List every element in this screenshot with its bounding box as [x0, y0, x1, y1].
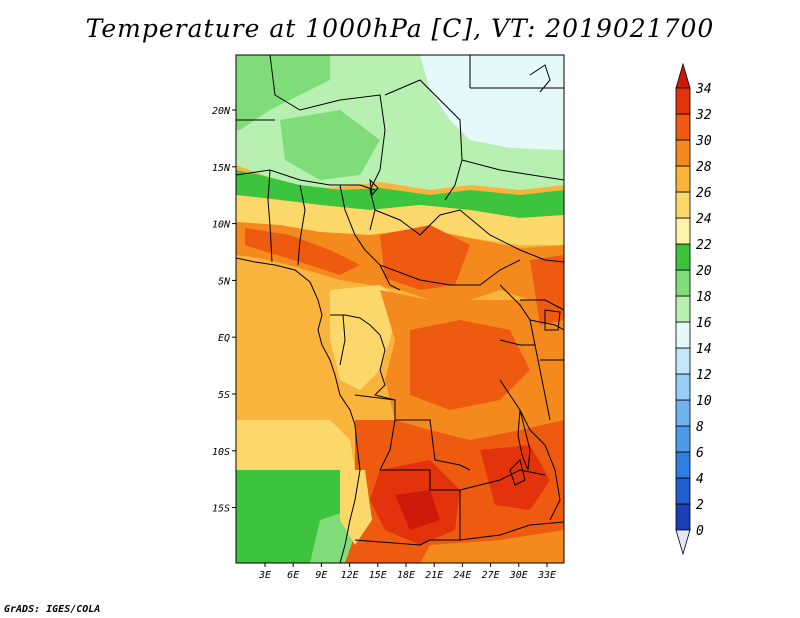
colorbar-label: 12	[696, 368, 712, 383]
colorbar-swatch	[675, 113, 691, 141]
colorbar-swatch	[675, 347, 691, 375]
colorbar-swatch	[675, 243, 691, 271]
colorbar-label: 28	[696, 160, 712, 175]
lon-axis: 3E 6E 9E 12E 15E 18E 21E 24E 27E 30E 33E	[258, 563, 556, 581]
lon-tick-label: 3E	[258, 570, 271, 581]
colorbar-swatch	[675, 503, 691, 531]
lat-tick-label: 10N	[212, 220, 231, 231]
grads-credit: GrADS: IGES/COLA	[4, 604, 101, 615]
lon-tick-label: 12E	[341, 570, 359, 581]
colorbar-swatch	[675, 87, 691, 115]
colorbar-label: 26	[696, 186, 712, 201]
lon-tick-label: 33E	[537, 570, 556, 581]
colorbar-swatch	[675, 165, 691, 193]
lon-tick-label: 30E	[509, 570, 528, 581]
colorbar-label: 4	[696, 472, 704, 487]
colorbar-swatch	[675, 295, 691, 323]
lat-tick-label: 15N	[212, 163, 231, 174]
lat-tick-label: 20N	[212, 106, 231, 117]
lon-tick-label: 9E	[315, 570, 327, 581]
lat-tick-label: 10S	[212, 447, 230, 458]
colorbar-swatch	[675, 217, 691, 245]
colorbar-swatch	[675, 139, 691, 167]
colorbar-label: 2	[696, 498, 704, 513]
lat-tick-label: 15S	[212, 504, 230, 515]
lat-axis: 20N 15N 10N 5N EQ 5S 10S 15S	[212, 106, 236, 515]
colorbar-label: 34	[695, 82, 712, 97]
colorbar-label: 18	[696, 290, 712, 305]
colorbar-label: 32	[695, 108, 712, 123]
colorbar-top-triangle	[675, 62, 691, 89]
colorbar-label: 8	[696, 420, 704, 435]
colorbar-swatch	[675, 373, 691, 401]
colorbar-label: 16	[696, 316, 712, 331]
lon-tick-label: 6E	[287, 570, 299, 581]
colorbar-label: 22	[696, 238, 712, 253]
colorbar-swatch	[675, 399, 691, 427]
colorbar-label: 24	[696, 212, 712, 227]
lon-tick-label: 15E	[369, 570, 387, 581]
colorbar-swatch	[675, 269, 691, 297]
lat-tick-label: 5N	[218, 276, 231, 287]
colorbar-swatch	[675, 477, 691, 505]
colorbar-label: 14	[696, 342, 712, 357]
colorbar-label: 6	[696, 446, 704, 461]
colorbar-swatch	[675, 425, 691, 453]
colorbar-label: 20	[696, 264, 712, 279]
colorbar-bottom-triangle	[675, 529, 691, 556]
temperature-field	[236, 55, 564, 563]
colorbar-swatch	[675, 451, 691, 479]
lon-tick-label: 21E	[425, 570, 443, 581]
colorbar-label: 30	[695, 134, 712, 149]
map-frame	[235, 54, 565, 564]
colorbar-swatch	[675, 321, 691, 349]
lat-tick-label: 5S	[218, 390, 230, 401]
lon-tick-label: 24E	[453, 570, 471, 581]
colorbar-label: 10	[696, 394, 712, 409]
lon-tick-label: 27E	[482, 570, 500, 581]
lon-tick-label: 18E	[397, 570, 415, 581]
map-title: Temperature at 1000hPa [C], VT: 20190217…	[85, 14, 715, 43]
lat-tick-label: EQ	[218, 333, 230, 344]
colorbar-label: 0	[696, 524, 704, 539]
country-borders	[236, 55, 564, 563]
colorbar-swatch	[675, 191, 691, 219]
